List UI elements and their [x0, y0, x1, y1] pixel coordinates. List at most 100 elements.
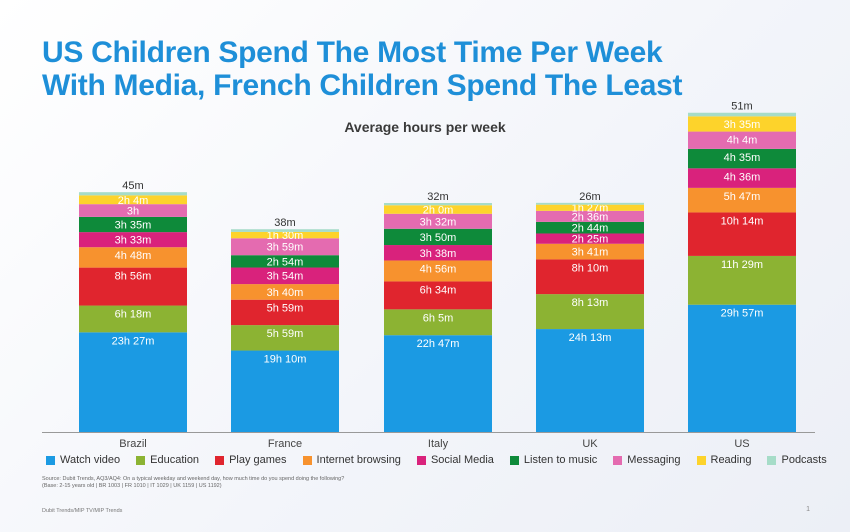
data-label: 6h 34m	[420, 284, 457, 296]
data-label: 29h 57m	[721, 308, 764, 320]
legend-item: Listen to music	[509, 454, 598, 466]
data-label: 2h 25m	[572, 234, 609, 246]
legend-swatch	[613, 455, 623, 465]
bar-segment	[79, 216, 187, 233]
data-label: 3h 35m	[115, 220, 152, 232]
bar-segment	[231, 231, 339, 239]
data-label: 45m	[122, 180, 143, 192]
legend-swatch	[416, 455, 426, 465]
page-number: 1	[806, 506, 810, 513]
legend-label: Internet browsing	[316, 454, 401, 466]
data-label: 51m	[731, 101, 752, 113]
data-label: 2h 54m	[267, 256, 304, 268]
bar-segment	[688, 131, 796, 149]
title-line-1: US Children Spend The Most Time Per Week	[42, 36, 663, 69]
data-label: 3h 38m	[420, 248, 457, 260]
bar-segment	[231, 299, 339, 326]
legend-swatch	[136, 455, 146, 465]
data-label: 32m	[427, 191, 448, 203]
data-label: 8h 13m	[572, 297, 609, 309]
legend-swatch	[767, 455, 777, 465]
data-label: 24h 13m	[569, 332, 612, 344]
legend-label: Reading	[710, 454, 752, 466]
bar-segment	[384, 309, 492, 336]
bar-segment	[79, 192, 187, 196]
data-label: 22h 47m	[417, 338, 460, 350]
bar-segment	[384, 203, 492, 206]
data-label: 1h 27m	[572, 203, 609, 215]
bar-segment	[384, 260, 492, 282]
bar-segment	[384, 335, 492, 432]
bar-segment	[231, 350, 339, 432]
data-label: 4h 48m	[115, 250, 152, 262]
data-label: 38m	[274, 217, 295, 229]
bar-segment	[384, 228, 492, 246]
data-label: 2h 36m	[572, 211, 609, 223]
bar-segment	[79, 267, 187, 306]
source-note: Source: Dubit Trends, AQ3/AQ4: On a typi…	[42, 476, 462, 490]
legend-swatch	[302, 455, 312, 465]
x-tick-label: France	[268, 438, 302, 450]
bar-segment	[536, 259, 644, 295]
data-label: 26m	[579, 191, 600, 203]
data-label: 8h 56m	[115, 271, 152, 283]
x-tick-label: Italy	[428, 438, 449, 450]
data-label: 2h 44m	[572, 223, 609, 235]
footer-credit: Dubit Trends/MIP TV/MIP Trends	[42, 508, 123, 514]
bar-segment	[688, 187, 796, 213]
bar-segment	[688, 168, 796, 188]
legend-label: Education	[150, 454, 200, 466]
bar-segment	[79, 232, 187, 248]
bar-segment	[231, 238, 339, 256]
chart-legend: Watch video Education Play games Internet b…	[46, 454, 827, 466]
bar-segment	[536, 243, 644, 260]
chart-title: Average hours per week	[344, 119, 506, 135]
bar-segment	[536, 221, 644, 234]
x-tick-label: UK	[582, 438, 598, 450]
data-label: 6h 5m	[423, 312, 454, 324]
legend-item: Watch video	[46, 454, 120, 466]
bar-segment	[688, 304, 796, 432]
data-label: 4h 36m	[724, 171, 761, 183]
legend-item: Social Media	[416, 454, 494, 466]
data-label: 10h 14m	[721, 215, 764, 227]
legend-swatch	[215, 455, 225, 465]
bar-segment	[536, 294, 644, 330]
page-title: US Children Spend The Most Time Per Week…	[42, 36, 832, 102]
bar-segment	[79, 195, 187, 205]
bar-segment	[384, 245, 492, 261]
bar-segment	[688, 148, 796, 169]
x-tick-label: Brazil	[119, 438, 147, 450]
legend-swatch	[509, 455, 519, 465]
bar-segment	[536, 233, 644, 244]
data-label: 3h 50m	[420, 232, 457, 244]
x-tick-label: US	[734, 438, 749, 450]
legend-label: Listen to music	[523, 454, 598, 466]
bar-segment	[231, 267, 339, 285]
data-label: 4h 56m	[420, 263, 457, 275]
legend-label: Podcasts	[781, 454, 827, 466]
bar-segment	[688, 116, 796, 132]
bar-segment	[536, 202, 644, 205]
legend-label: Watch video	[60, 454, 121, 466]
data-label: 3h 32m	[420, 216, 457, 228]
bar-segment	[536, 210, 644, 222]
data-label: 3h 41m	[572, 247, 609, 259]
data-label: 2h 0m	[423, 205, 454, 217]
title-line-2: With Media, French Children Spend The Le…	[42, 69, 683, 102]
source-line-2: (Base: 2-15 years old | BR 1003 | FR 101…	[42, 483, 222, 489]
data-label: 2h 4m	[118, 195, 149, 207]
legend-item: Education	[136, 454, 199, 466]
bar-segment	[79, 204, 187, 217]
bar-segment	[384, 281, 492, 310]
data-label: 5h 47m	[724, 191, 761, 203]
data-label: 4h 35m	[724, 152, 761, 164]
data-label: 5h 59m	[267, 303, 304, 315]
data-label: 19h 10m	[264, 354, 307, 366]
legend-swatch	[696, 455, 706, 465]
legend-label: Play games	[229, 454, 287, 466]
legend-item: Internet browsing	[302, 454, 401, 466]
bar-segment	[536, 204, 644, 211]
bar-segment	[688, 255, 796, 305]
